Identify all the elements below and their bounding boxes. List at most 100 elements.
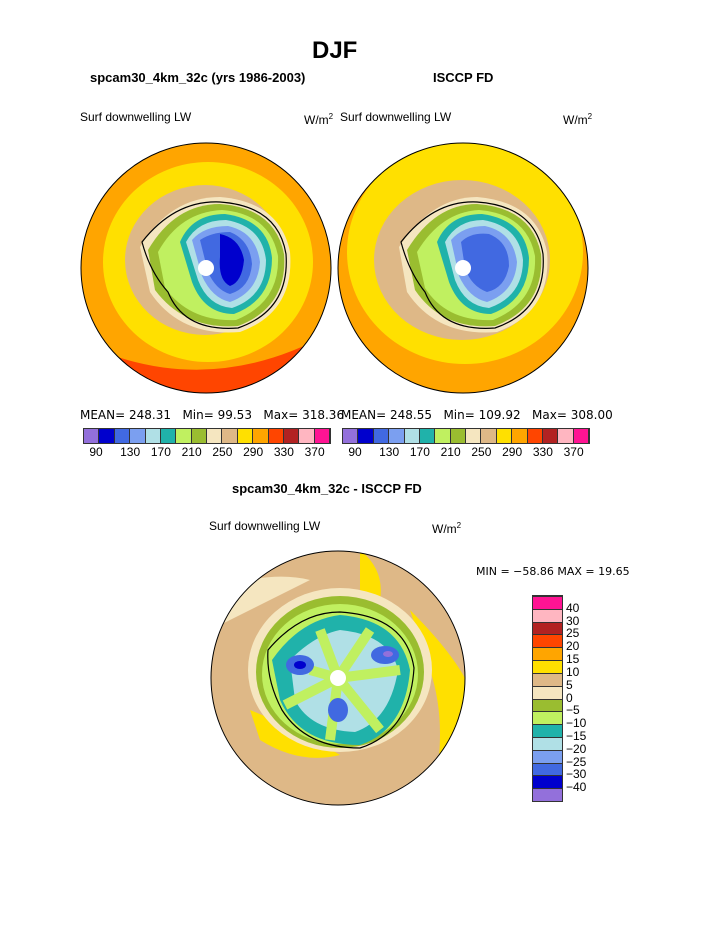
map-border <box>337 142 589 394</box>
colorbar-swatch <box>253 429 269 443</box>
colorbar-tick-label: 40 <box>566 600 580 615</box>
colorbar-swatch <box>191 429 207 443</box>
colorbar-swatch <box>176 429 192 443</box>
colorbar-tick-label: 250 <box>471 445 492 459</box>
colorbar-tick-label: 210 <box>181 445 202 459</box>
colorbar-swatch <box>160 429 177 443</box>
units-text: W/m <box>563 113 588 127</box>
colorbar-swatch <box>207 429 223 443</box>
colorbar-tick-label: 5 <box>566 677 573 692</box>
colorbar-tick-label: 290 <box>243 445 264 459</box>
diff-label: Surf downwelling LW <box>209 519 321 533</box>
diff-heading: spcam30_4km_32c - ISCCP FD <box>232 481 422 496</box>
colorbar-swatch <box>533 724 562 737</box>
colorbar-swatch <box>533 711 562 725</box>
mean-value: MEAN= 248.31 <box>80 408 171 422</box>
colorbar-tick-label: 170 <box>150 445 171 459</box>
contour-fill <box>461 233 509 292</box>
units-sup: 2 <box>587 112 593 121</box>
contour-fill <box>383 651 393 657</box>
left-panel-label: Surf downwelling LW <box>80 110 192 124</box>
colorbar-swatch <box>314 429 330 443</box>
colorbar-swatch <box>114 429 131 443</box>
colorbar-tick-label: −5 <box>566 703 580 718</box>
colorbar-swatch <box>533 736 562 750</box>
contour-fill <box>219 234 244 286</box>
colorbar-swatch <box>373 429 390 443</box>
colorbar-swatch <box>533 621 562 635</box>
contour-fill <box>328 698 348 722</box>
colorbar-swatch <box>533 775 562 789</box>
colorbar-swatch <box>527 429 543 443</box>
colorbar-tick-label: 330 <box>273 445 294 459</box>
diff-colorbar <box>532 595 563 802</box>
colorbar-swatch <box>358 429 374 443</box>
colorbar-swatch <box>558 429 574 443</box>
coastline <box>267 611 415 749</box>
map-border <box>80 142 332 394</box>
colorbar-swatch <box>533 762 562 776</box>
colorbar-tick-label: −20 <box>566 741 587 756</box>
diff-stats: MIN = −58.86 MAX = 19.65 <box>476 565 630 578</box>
left-panel-heading: spcam30_4km_32c (yrs 1986-2003) <box>90 70 306 85</box>
right-panel-heading: ISCCP FD <box>433 70 494 85</box>
colorbar-swatch <box>222 429 238 443</box>
colorbar-swatch <box>533 672 562 686</box>
colorbar-tick-label: 130 <box>120 445 141 459</box>
colorbar-swatch <box>466 429 482 443</box>
colorbar-swatch <box>533 660 562 673</box>
colorbar-swatch <box>533 788 562 801</box>
colorbar-swatch <box>237 429 254 443</box>
min-value: Min= 99.53 <box>182 408 252 422</box>
mean-value: MEAN= 248.55 <box>341 408 432 422</box>
pole-mask <box>330 670 346 686</box>
left-stats: MEAN= 248.31 Min= 99.53 Max= 318.36 <box>80 408 344 422</box>
colorbar-swatch <box>283 429 300 443</box>
figure-title: DJF <box>312 37 358 64</box>
colorbar-tick-label: 290 <box>502 445 523 459</box>
right-panel-label: Surf downwelling LW <box>340 110 452 124</box>
colorbar-tick-label: 210 <box>440 445 461 459</box>
pole-mask <box>455 260 471 276</box>
coastline <box>400 201 544 329</box>
contour-fill <box>360 551 381 600</box>
colorbar-swatch <box>343 429 359 443</box>
min-value: Min= 109.92 <box>443 408 521 422</box>
colorbar-tick-label: −30 <box>566 767 587 782</box>
colorbar-swatch <box>533 608 562 622</box>
colorbar-swatch <box>419 429 436 443</box>
coastline <box>141 201 287 329</box>
colorbar-swatch <box>450 429 466 443</box>
colorbar-tick-label: 15 <box>566 652 580 667</box>
map-border <box>210 550 466 806</box>
units-sup: 2 <box>328 112 334 121</box>
colorbar-swatch <box>533 647 562 661</box>
units-text: W/m <box>304 113 329 127</box>
colorbar-tick-label: 130 <box>379 445 400 459</box>
colorbar-swatch <box>99 429 115 443</box>
colorbar-tick-label: 330 <box>532 445 553 459</box>
diff-map <box>210 550 466 806</box>
colorbar-swatch <box>542 429 559 443</box>
colorbar-swatch <box>573 429 589 443</box>
colorbar-tick-label: −40 <box>566 780 587 795</box>
colorbar-swatch <box>84 429 100 443</box>
right-colorbar <box>342 428 590 444</box>
left-map <box>80 142 332 394</box>
colorbar-swatch <box>268 429 284 443</box>
contour-fill <box>294 661 306 669</box>
pole-mask <box>198 260 214 276</box>
units-text: W/m <box>432 522 457 536</box>
colorbar-tick-label: 10 <box>566 664 580 679</box>
colorbar-swatch <box>533 685 562 699</box>
colorbar-tick-label: 90 <box>89 445 103 459</box>
diff-units: W/m2 <box>432 521 461 536</box>
colorbar-tick-label: 370 <box>304 445 325 459</box>
right-map <box>337 142 589 394</box>
colorbar-tick-label: 20 <box>566 639 580 654</box>
max-value: Max= 318.36 <box>263 408 345 422</box>
colorbar-tick-label: 170 <box>409 445 430 459</box>
right-stats: MEAN= 248.55 Min= 109.92 Max= 308.00 <box>341 408 613 422</box>
colorbar-swatch <box>389 429 405 443</box>
